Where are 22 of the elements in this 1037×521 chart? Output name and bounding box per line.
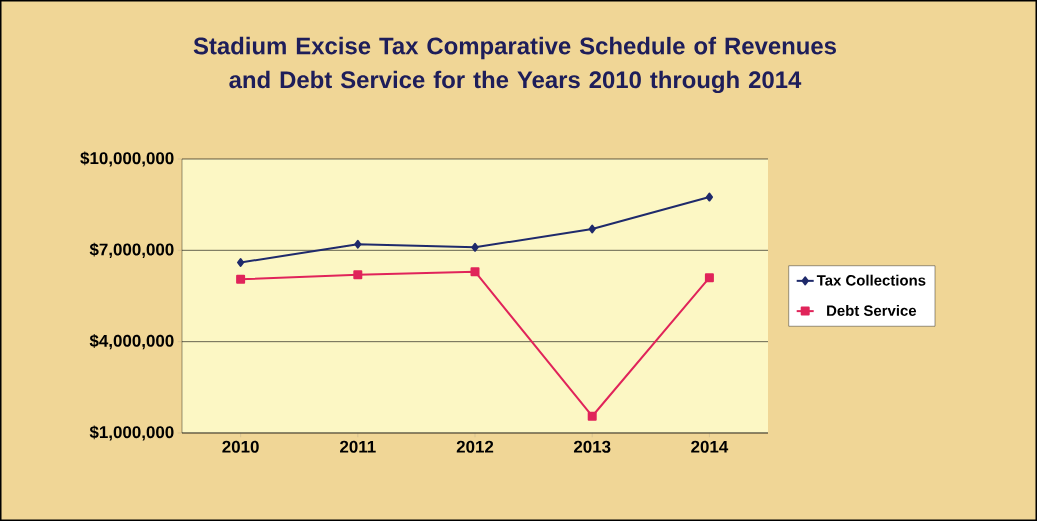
- point: [470, 267, 480, 277]
- x-tick-label: 2012: [456, 440, 494, 453]
- chart-title: Stadium Excise Tax Comparative Schedule of Revenues and Debt Service for the Years 2010 through 2014: [193, 36, 836, 94]
- point: [705, 192, 714, 202]
- x-tick-label: 2014: [691, 440, 729, 453]
- x-tick-label: 2013: [573, 440, 611, 453]
- point: [588, 224, 596, 234]
- point: [236, 258, 245, 267]
- point: [354, 239, 362, 249]
- y-tick-label: $10,000,000: [80, 151, 174, 167]
- y-tick-label: $7,000,000: [89, 242, 174, 258]
- legend-label: Tax Collections: [816, 274, 926, 286]
- y-tick-label: $4,000,000: [89, 334, 174, 350]
- x-tick-label: 2011: [340, 440, 376, 453]
- point: [471, 242, 479, 252]
- point: [704, 273, 714, 283]
- point: [587, 411, 597, 421]
- point: [353, 270, 363, 280]
- point: [236, 274, 246, 284]
- x-tick-label: 2010: [222, 440, 259, 453]
- y-tick-label: $1,000,000: [89, 425, 174, 441]
- legend-label: Debt Service: [827, 304, 917, 316]
